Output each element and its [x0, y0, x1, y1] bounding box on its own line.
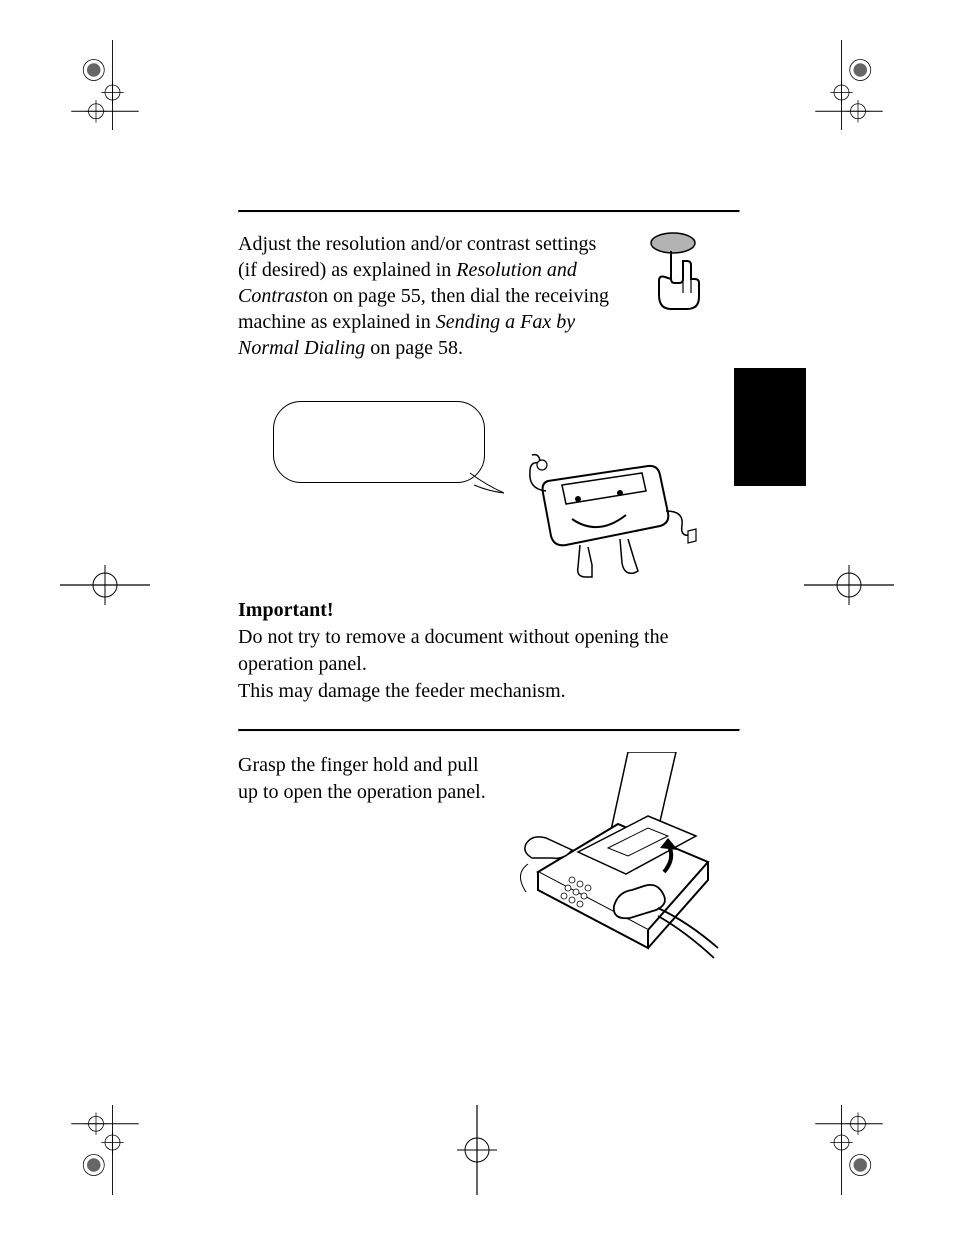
manual-page: Adjust the resolution and/or contrast se… [0, 0, 954, 1235]
speech-bubble-area [238, 401, 738, 591]
fax-character-icon [518, 441, 698, 591]
crop-mark-icon [60, 1105, 150, 1195]
press-button-icon [618, 231, 738, 321]
crop-mark-icon [804, 540, 894, 630]
crop-mark-icon [60, 540, 150, 630]
horizontal-rule [238, 729, 740, 732]
important-label: Important! [238, 599, 334, 621]
content-area: Adjust the resolution and/or contrast se… [238, 210, 738, 967]
crop-mark-icon [804, 40, 894, 130]
important-line1: Do not try to remove a document without … [238, 626, 668, 675]
chapter-tab [734, 368, 806, 486]
important-line2: This may damage the feeder mechanism. [238, 680, 566, 702]
remove-step-text: Grasp the finger hold and pull up to ope… [238, 752, 508, 806]
step3-post: on page 58. [365, 337, 463, 359]
important-block: Important! Do not try to remove a docume… [238, 597, 738, 705]
step-3-text: Adjust the resolution and/or contrast se… [238, 231, 618, 361]
step-3-row: Adjust the resolution and/or contrast se… [238, 231, 738, 361]
open-panel-illustration-icon [508, 752, 738, 967]
crop-mark-icon [432, 1105, 522, 1195]
crop-mark-icon [804, 1105, 894, 1195]
speech-bubble-tail-icon [468, 471, 508, 501]
speech-bubble [273, 401, 485, 483]
remove-step-row: Grasp the finger hold and pull up to ope… [238, 752, 738, 967]
crop-mark-icon [60, 40, 150, 130]
horizontal-rule [238, 210, 740, 213]
